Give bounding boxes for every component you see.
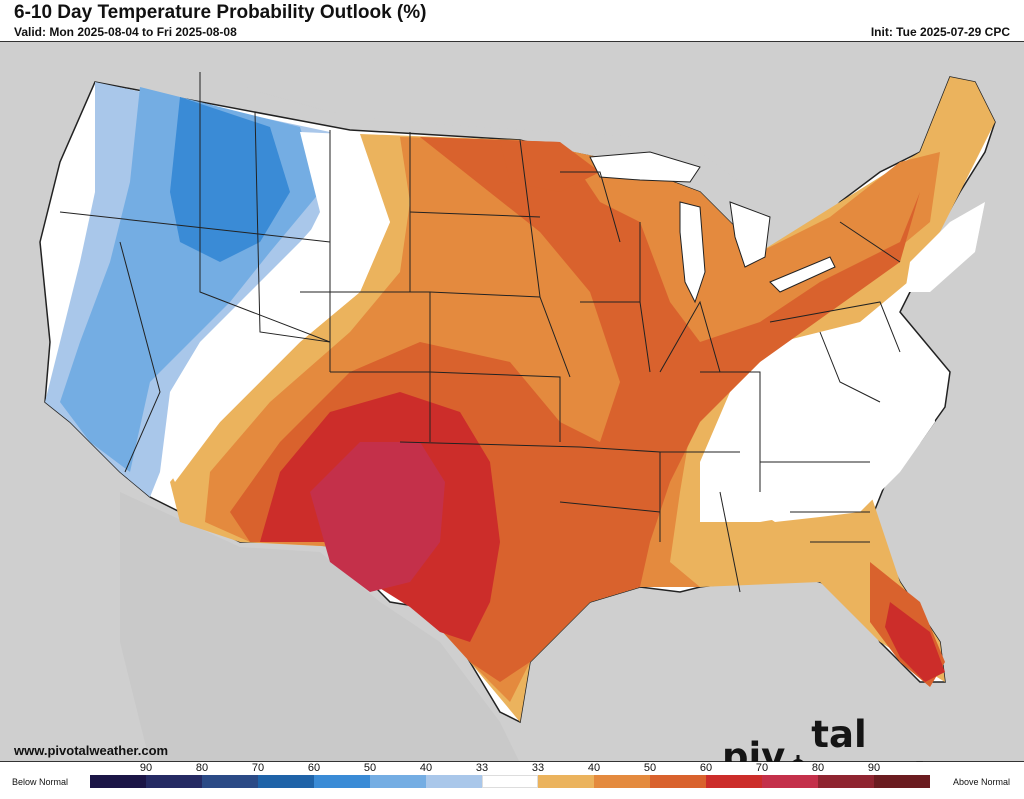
page-title: 6-10 Day Temperature Probability Outlook… [14,2,427,23]
temperature-outlook-map[interactable] [0,41,1024,762]
valid-period: Valid: Mon 2025-08-04 to Fri 2025-08-08 [14,25,237,39]
legend-tick-label: 33 [531,762,545,774]
legend-swatch [482,775,538,788]
legend-colorbar [90,775,930,788]
legend-swatch [426,775,482,788]
website-label[interactable]: www.pivotalweather.com [14,743,169,758]
init-time: Init: Tue 2025-07-29 CPC [870,25,1010,39]
legend-tick-label: 50 [363,762,377,774]
legend-tick-label: 40 [419,762,433,774]
legend-swatch [370,775,426,788]
legend-swatch [650,775,706,788]
legend-tick-label: 70 [251,762,265,774]
lake-michigan [679,201,706,304]
legend-tick-label: 60 [699,762,713,774]
legend-tick-label: 40 [587,762,601,774]
legend-tick-label: 90 [867,762,881,774]
legend-tick-label: 90 [139,762,153,774]
legend-swatch [538,775,594,788]
legend-swatch [90,775,146,788]
legend-tick-label: 50 [643,762,657,774]
above-80-region [310,442,445,592]
map-canvas [0,42,1024,761]
legend-swatch [314,775,370,788]
above-70-florida [885,602,945,682]
lake-superior [589,151,701,183]
legend-tick-label: 60 [307,762,321,774]
normal-southeast [745,362,935,522]
mexico-land [120,492,520,761]
lake-huron [729,201,771,268]
state-boundaries [59,72,901,593]
legend-swatch [874,775,930,788]
legend-tick-label: 80 [811,762,825,774]
lake-erie [769,256,836,293]
legend-above-label: Above Normal [952,777,1010,787]
header: 6-10 Day Temperature Probability Outlook… [0,0,1024,41]
north-land [0,42,1024,182]
legend-swatch [594,775,650,788]
legend-tick-label: 33 [475,762,489,774]
normal-northeast [905,202,985,292]
normal-west [165,132,390,482]
legend-swatch [258,775,314,788]
legend-tick-label: 70 [755,762,769,774]
legend-swatch [762,775,818,788]
legend-below-label: Below Normal [12,777,69,787]
legend-swatch [818,775,874,788]
legend-swatch [202,775,258,788]
legend-swatch [706,775,762,788]
color-legend: Below Normal 90 80 70 60 50 40 33 33 40 50 60 70 80 9… [0,762,1024,791]
legend-swatch [146,775,202,788]
legend-tick-label: 80 [195,762,209,774]
